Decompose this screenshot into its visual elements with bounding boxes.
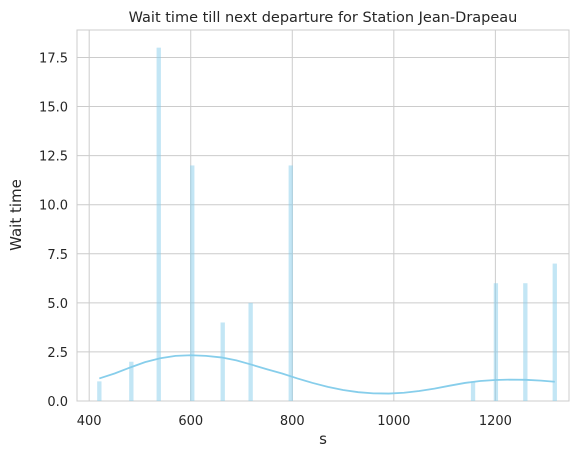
histogram-bar: [493, 283, 499, 401]
y-tick-label: 17.5: [39, 51, 68, 66]
y-tick-label: 5.0: [47, 297, 68, 312]
histogram-bar: [97, 381, 102, 401]
histogram-bar: [470, 381, 476, 401]
y-tick-label: 10.0: [39, 199, 68, 214]
kde-curve: [99, 354, 555, 395]
y-tick-label: 15.0: [39, 101, 68, 116]
y-axis-title: Wait time: [7, 179, 25, 251]
histogram-bar: [552, 263, 557, 401]
chart-title: Wait time till next departure for Statio…: [129, 10, 518, 26]
x-tick-label: 400: [77, 414, 102, 429]
x-tick-labels: 400 600 800 1000 1200: [77, 414, 512, 429]
histogram-bar: [156, 47, 161, 402]
histogram-bar: [220, 322, 225, 401]
y-tick-label: 7.5: [47, 248, 68, 263]
y-tick-label: 2.5: [47, 346, 68, 361]
histogram-bar: [129, 361, 134, 401]
x-tick-label: 600: [178, 414, 203, 429]
histogram-bar: [190, 165, 195, 401]
histogram-bars: [97, 47, 557, 402]
x-axis-title: s: [319, 430, 327, 448]
x-tick-label: 1000: [377, 414, 410, 429]
x-tick-label: 800: [280, 414, 305, 429]
histogram-bar: [523, 283, 528, 401]
y-tick-label: 0.0: [47, 395, 68, 410]
y-tick-labels: 0.0 2.5 5.0 7.5 10.0 12.5 15.0 17.5: [39, 51, 68, 410]
histogram-bar: [288, 165, 293, 401]
histogram-bar: [248, 302, 253, 401]
y-tick-label: 12.5: [39, 150, 68, 165]
x-tick-label: 1200: [479, 414, 512, 429]
